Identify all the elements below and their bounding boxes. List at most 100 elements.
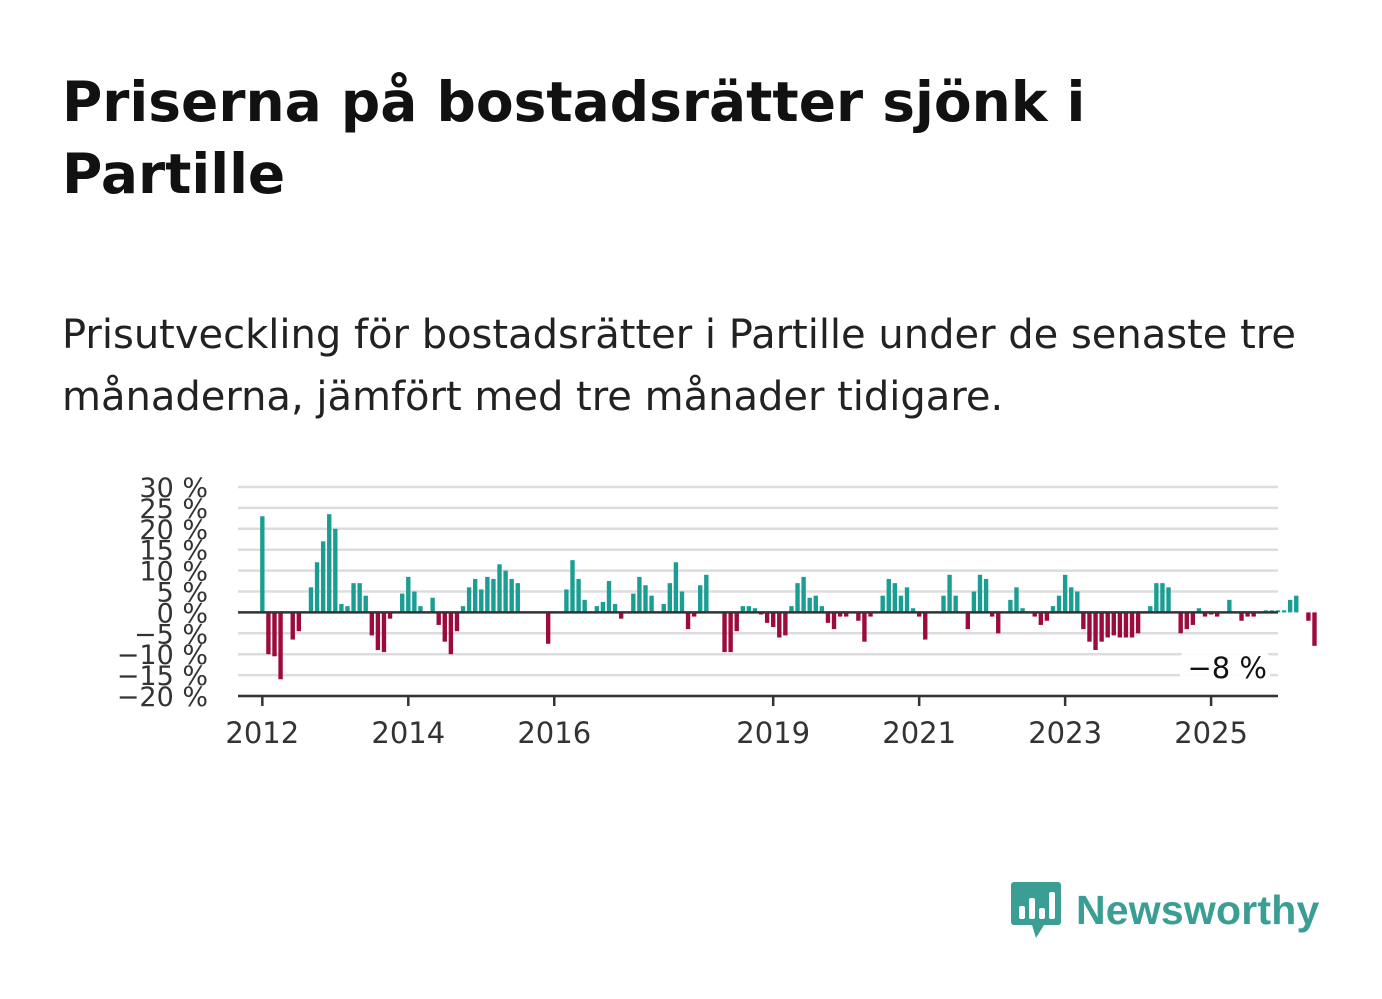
bar <box>728 612 733 653</box>
bar <box>880 595 885 613</box>
bar <box>503 570 508 613</box>
bar <box>904 587 910 613</box>
x-tick-label: 2012 <box>225 716 299 750</box>
bar <box>965 612 971 630</box>
bar <box>649 595 654 613</box>
bar <box>1117 612 1123 638</box>
x-tick-label: 2025 <box>1174 716 1248 750</box>
end-value-label: −8 % <box>1187 651 1267 685</box>
bar <box>515 583 520 613</box>
bar <box>320 541 326 613</box>
bar <box>375 612 381 651</box>
y-tick-label: −10 % <box>117 640 208 671</box>
bar <box>485 576 490 613</box>
bar <box>1062 574 1068 613</box>
bar <box>722 612 727 653</box>
bar <box>278 612 283 680</box>
bar <box>752 608 758 613</box>
bar <box>886 578 891 613</box>
y-tick-label: −20 % <box>117 682 208 713</box>
bar <box>771 612 776 628</box>
bar <box>777 612 782 638</box>
bar <box>698 585 703 613</box>
bar <box>764 612 770 623</box>
bar <box>898 595 904 613</box>
bar <box>290 612 295 640</box>
newsworthy-logo: Newsworthy <box>1010 879 1320 941</box>
bar <box>363 595 368 613</box>
page-subtitle: Prisutveckling för bostadsrätter i Parti… <box>62 312 1296 420</box>
bar <box>1044 612 1050 621</box>
bar <box>916 612 922 617</box>
bar <box>1166 587 1171 613</box>
bar <box>351 583 356 613</box>
bar <box>801 576 806 613</box>
bar <box>430 597 435 613</box>
bar <box>910 608 916 613</box>
bar <box>1227 599 1232 613</box>
bar <box>1135 612 1141 634</box>
bar <box>734 612 739 632</box>
bar <box>789 606 794 613</box>
bar <box>1196 608 1202 613</box>
bar <box>1032 612 1037 617</box>
bar <box>406 576 411 613</box>
bar <box>491 578 496 613</box>
bar <box>260 516 265 613</box>
grid-lines <box>238 485 1278 698</box>
end-label-group: −8 % <box>1180 650 1270 687</box>
bar <box>673 562 679 613</box>
bar <box>327 514 332 613</box>
bar <box>412 591 417 613</box>
bar <box>1056 595 1062 613</box>
x-tick-label: 2021 <box>882 716 956 750</box>
bar <box>1281 610 1287 613</box>
bar <box>600 601 606 613</box>
bar <box>339 604 344 613</box>
bar <box>1020 608 1025 613</box>
page-title: Priserna på bostadsrätter sjönk i Partil… <box>62 70 1086 206</box>
end-label-background <box>1180 650 1270 687</box>
y-tick-label: −15 % <box>117 661 208 692</box>
bar <box>637 576 642 613</box>
y-tick-label: 15 % <box>139 536 208 567</box>
bar <box>1093 612 1098 651</box>
x-tick-label: 2016 <box>517 716 591 750</box>
bar <box>1081 612 1086 630</box>
bar <box>941 595 946 613</box>
bar <box>618 612 624 619</box>
bar <box>661 604 666 613</box>
bar <box>856 612 861 621</box>
bar <box>923 612 928 640</box>
bar <box>1050 606 1056 613</box>
bar <box>473 578 478 613</box>
y-tick-label: 0 % <box>157 598 208 629</box>
bar <box>795 583 800 613</box>
bar <box>783 612 788 636</box>
bar-chart: 30 %25 %20 %15 %10 %5 %0 %−5 %−10 %−15 %… <box>117 473 1317 750</box>
bar <box>892 583 898 613</box>
bar <box>1312 612 1317 646</box>
bar <box>1190 612 1196 625</box>
bar <box>740 606 745 613</box>
bar <box>685 612 691 630</box>
bar <box>1008 599 1013 613</box>
bar <box>466 587 472 613</box>
bar <box>746 606 752 613</box>
bar <box>333 528 338 613</box>
bar <box>1105 612 1110 638</box>
bar <box>266 612 271 655</box>
bar <box>1014 587 1019 613</box>
bar <box>1239 612 1244 621</box>
bar <box>387 612 393 619</box>
bar <box>612 604 618 613</box>
bar <box>862 612 867 642</box>
bar <box>509 578 514 613</box>
y-tick-label: 20 % <box>139 515 208 546</box>
bar <box>1251 612 1256 617</box>
bar <box>345 606 350 613</box>
bar <box>1069 587 1074 613</box>
bar <box>631 593 636 613</box>
y-tick-label: 25 % <box>139 494 208 525</box>
bar <box>418 606 423 613</box>
